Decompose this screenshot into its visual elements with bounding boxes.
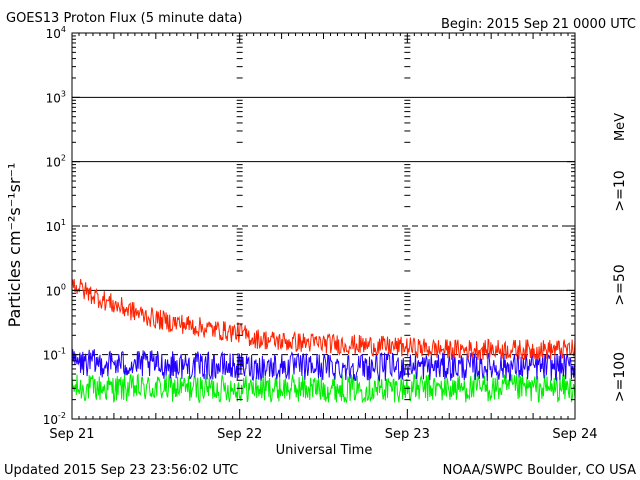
plot-frame xyxy=(71,32,576,420)
y-tick-exponent: -1 xyxy=(58,347,66,356)
y-tick-base: 10 xyxy=(43,413,58,427)
series-line-2 xyxy=(71,373,576,404)
y-tick-label-6: 104 xyxy=(46,25,66,41)
series-line-1 xyxy=(71,349,576,382)
y-tick-exponent: 1 xyxy=(61,218,66,227)
grid-lines xyxy=(72,96,575,356)
y-tick-exponent: -2 xyxy=(58,411,66,420)
y-tick-base: 10 xyxy=(46,27,61,41)
x-axis-label: Universal Time xyxy=(276,443,373,458)
y-tick-exponent: 3 xyxy=(61,89,66,98)
y-tick-base: 10 xyxy=(46,91,61,105)
y-tick-exponent: 2 xyxy=(61,154,66,163)
x-tick-label-1: Sep 22 xyxy=(217,427,262,442)
y-tick-exponent: 0 xyxy=(61,282,66,291)
legend-ge50: >=50 xyxy=(612,264,628,305)
credit-text: NOAA/SWPC Boulder, CO USA xyxy=(443,463,636,478)
y-tick-base: 10 xyxy=(43,349,58,363)
y-tick-exponent: 4 xyxy=(61,25,66,34)
y-tick-base: 10 xyxy=(46,220,61,234)
y-tick-label-3: 101 xyxy=(46,218,66,234)
x-tick-label-2: Sep 23 xyxy=(385,427,430,442)
series-line-0 xyxy=(71,278,576,361)
begin-label: Begin: 2015 Sep 21 0000 UTC xyxy=(441,17,636,32)
x-tick-labels: Sep 21 Sep 22 Sep 23 Sep 24 xyxy=(49,427,597,442)
x-tick-label-0: Sep 21 xyxy=(49,427,94,442)
legend-ge10: >=10 xyxy=(612,170,628,211)
y-tick-base: 10 xyxy=(46,156,61,170)
y-tick-label-4: 102 xyxy=(46,154,66,170)
y-tick-label-2: 100 xyxy=(46,282,66,298)
legend-ge100: >=100 xyxy=(612,352,628,402)
y-axis-label: Particles cm⁻²s⁻¹sr⁻¹ xyxy=(5,163,24,328)
y-tick-label-5: 103 xyxy=(46,89,66,105)
series-group xyxy=(71,278,576,404)
x-tick-label-3: Sep 24 xyxy=(552,427,597,442)
chart-title: GOES13 Proton Flux (5 minute data) xyxy=(6,11,242,26)
y-tick-label-0: 10-2 xyxy=(43,411,66,427)
legend-unit-mev: MeV xyxy=(613,113,628,141)
y-tick-label-1: 10-1 xyxy=(43,347,66,363)
y-tick-base: 10 xyxy=(46,284,61,298)
updated-timestamp: Updated 2015 Sep 23 23:56:02 UTC xyxy=(4,463,238,478)
